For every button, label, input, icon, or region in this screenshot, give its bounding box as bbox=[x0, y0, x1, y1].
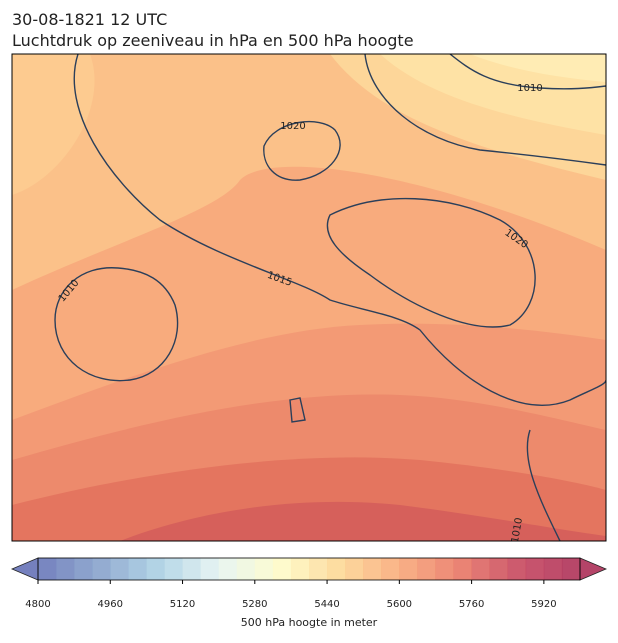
colorbar-swatch bbox=[182, 558, 201, 580]
colorbar-swatch bbox=[110, 558, 129, 580]
colorbar-swatch bbox=[38, 558, 57, 580]
isobars bbox=[54, 54, 606, 541]
colorbar-swatch bbox=[417, 558, 436, 580]
colorbar-swatch bbox=[525, 558, 545, 580]
colorbar-swatch bbox=[164, 558, 183, 580]
colorbar-tick-label: 5440 bbox=[314, 599, 339, 610]
title-line: Luchtdruk op zeeniveau in hPa en 500 hPa… bbox=[12, 31, 414, 50]
colorbar-swatch bbox=[399, 558, 418, 580]
colorbar-swatch bbox=[435, 558, 454, 580]
colorbar-swatch bbox=[290, 558, 310, 580]
colorbar-label: 500 hPa hoogte in meter bbox=[241, 616, 378, 629]
colorbar-swatch bbox=[471, 558, 490, 580]
colorbar-swatch bbox=[489, 558, 509, 580]
colorbar-tick-label: 4800 bbox=[25, 599, 50, 610]
colorbar-tick-label: 5120 bbox=[170, 599, 195, 610]
colorbar-extend bbox=[579, 557, 608, 581]
colorbar-swatch bbox=[453, 558, 472, 580]
colorbar-extend bbox=[10, 557, 39, 581]
colorbar-swatch bbox=[56, 558, 75, 580]
colorbar-swatch bbox=[543, 558, 563, 580]
field bbox=[12, 54, 95, 195]
contour-label: 1020 bbox=[280, 121, 305, 132]
colorbar-swatch bbox=[363, 558, 382, 580]
colorbar-swatch bbox=[507, 558, 527, 580]
colorbar-frame bbox=[37, 557, 581, 581]
colorbar-swatch bbox=[327, 558, 346, 580]
colorbar-swatch bbox=[381, 558, 400, 580]
colorbar: 4800 4960 5120 5280 5440 5600 5760 5920 bbox=[10, 557, 608, 610]
map-frame bbox=[11, 53, 607, 542]
colorbar-swatch bbox=[74, 558, 93, 580]
map: 1020 1010 1020 1015 1010 1010 bbox=[12, 54, 606, 544]
colorbar-swatch bbox=[200, 558, 219, 580]
colorbar-tick-label: 5600 bbox=[387, 599, 412, 610]
colorbar-swatch bbox=[218, 558, 238, 580]
colorbar-swatch bbox=[254, 558, 274, 580]
colorbar-swatch bbox=[345, 558, 364, 580]
title-line: 30-08-1821 12 UTC bbox=[12, 10, 167, 29]
colorbar-swatch bbox=[272, 558, 292, 580]
colorbar-swatch bbox=[309, 558, 328, 580]
colorbar-tick-label: 4960 bbox=[98, 599, 123, 610]
colorbar-swatch bbox=[128, 558, 147, 580]
colorbar-tick-label: 5920 bbox=[531, 599, 556, 610]
colorbar-swatch bbox=[92, 558, 111, 580]
colorbar-tick-label: 5280 bbox=[242, 599, 267, 610]
contour-label: 1010 bbox=[510, 517, 525, 544]
colorbar-tick-label: 5760 bbox=[459, 599, 484, 610]
field bbox=[120, 501, 606, 541]
contour-label: 1010 bbox=[517, 83, 542, 94]
colorbar-swatch bbox=[561, 558, 581, 580]
field bbox=[470, 54, 606, 82]
colorbar-swatch bbox=[236, 558, 256, 580]
colorbar-swatch bbox=[146, 558, 165, 580]
